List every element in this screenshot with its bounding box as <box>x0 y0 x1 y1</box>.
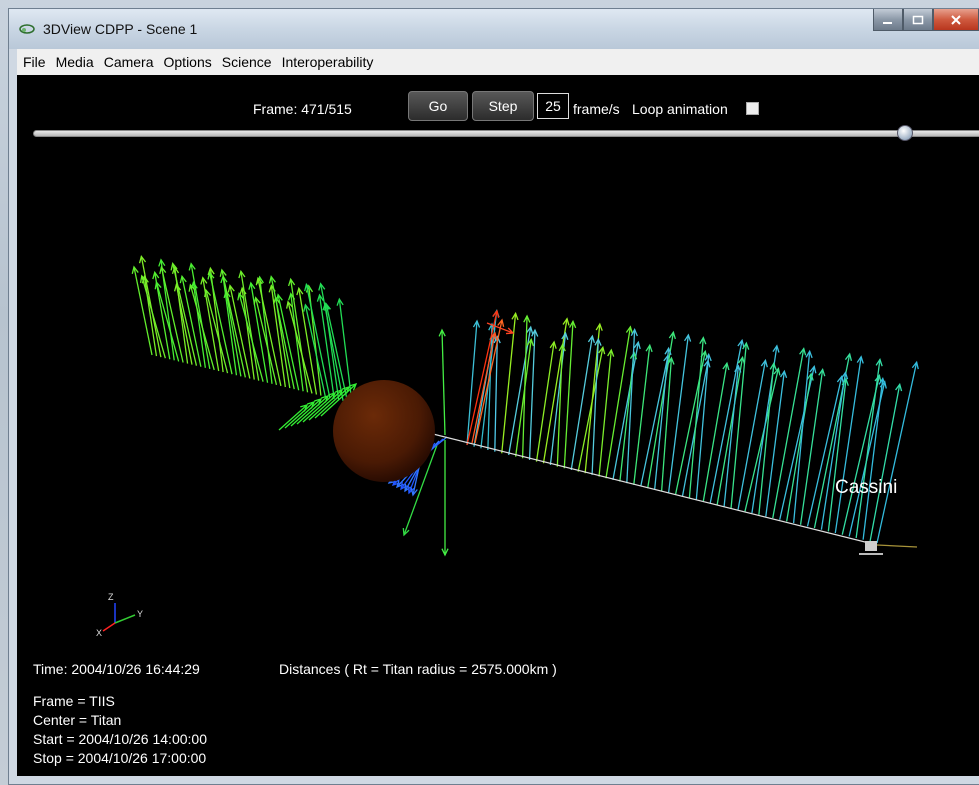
step-button[interactable]: Step <box>472 91 534 121</box>
spacecraft-icon <box>865 541 877 551</box>
field-vector <box>870 384 901 541</box>
field-vector <box>787 374 813 522</box>
distances-readout: Distances ( Rt = Titan radius = 2575.000… <box>279 660 557 679</box>
x-axis-icon <box>103 623 115 631</box>
window-title: 3DView CDPP - Scene 1 <box>43 21 197 37</box>
title-bar[interactable]: 3DView CDPP - Scene 1 <box>9 9 979 49</box>
z-axis-label: Z <box>108 592 114 602</box>
trajectory-tail <box>877 545 917 547</box>
menu-science[interactable]: Science <box>218 54 276 70</box>
frame-counter: Frame: 471/515 <box>253 101 352 117</box>
field-vector <box>285 402 314 428</box>
scene-viewport[interactable]: Z Y X Frame: 471/515 Go Step 25 frame/s Lo… <box>17 75 979 776</box>
field-vector <box>696 354 711 499</box>
y-axis-label: Y <box>137 609 143 619</box>
field-vector <box>530 330 538 460</box>
field-vector <box>703 363 729 501</box>
minimize-icon[interactable] <box>873 9 903 31</box>
time-readout: Time: 2004/10/26 16:44:29 <box>33 660 200 679</box>
fps-unit-label: frame/s <box>573 101 620 117</box>
field-vector <box>648 332 676 488</box>
maximize-icon[interactable] <box>903 9 933 31</box>
field-vector <box>752 346 779 513</box>
y-axis-icon <box>115 615 135 623</box>
titan-sphere <box>333 380 435 482</box>
window-controls <box>873 9 979 37</box>
menu-media[interactable]: Media <box>52 54 98 70</box>
field-vector <box>439 330 445 435</box>
menu-interoperability[interactable]: Interoperability <box>278 54 378 70</box>
field-vector <box>488 324 495 450</box>
field-vector <box>599 350 614 477</box>
start-info: Start = 2004/10/26 14:00:00 <box>33 730 207 749</box>
app-window: 3DView CDPP - Scene 1 File Media Camera … <box>8 8 979 785</box>
field-vector <box>279 405 307 430</box>
animation-controls: Frame: 471/515 Go Step 25 frame/s Loop a… <box>17 91 979 121</box>
field-vector <box>731 343 749 508</box>
field-vector <box>780 366 816 519</box>
frame-slider-thumb[interactable] <box>897 125 913 141</box>
loop-animation-checkbox[interactable] <box>746 102 759 115</box>
field-vector <box>564 321 575 468</box>
field-vector <box>175 285 192 365</box>
close-icon[interactable] <box>933 9 979 31</box>
field-vector <box>849 382 886 537</box>
center-info: Center = Titan <box>33 711 121 730</box>
field-vector <box>634 345 652 485</box>
menu-camera[interactable]: Camera <box>100 54 158 70</box>
go-button[interactable]: Go <box>408 91 468 121</box>
menu-file[interactable]: File <box>19 54 50 70</box>
x-axis-label: X <box>96 628 102 638</box>
field-vector <box>249 283 268 383</box>
field-vector <box>717 357 744 504</box>
menu-bar: File Media Camera Options Science Intero… <box>17 49 979 75</box>
menu-options[interactable]: Options <box>160 54 216 70</box>
spacecraft-label: Cassini <box>835 477 897 499</box>
trajectory-line <box>417 430 877 545</box>
stop-info: Stop = 2004/10/26 17:00:00 <box>33 749 206 768</box>
field-vector <box>502 313 518 453</box>
field-vector <box>766 371 787 516</box>
frame-info: Frame = TIIS <box>33 692 115 711</box>
loop-animation-label: Loop animation <box>632 101 728 117</box>
frame-slider-track[interactable] <box>33 130 979 137</box>
field-vector <box>557 345 565 467</box>
field-vector <box>442 440 448 555</box>
app-icon <box>19 23 35 35</box>
fps-input[interactable]: 25 <box>537 93 569 119</box>
